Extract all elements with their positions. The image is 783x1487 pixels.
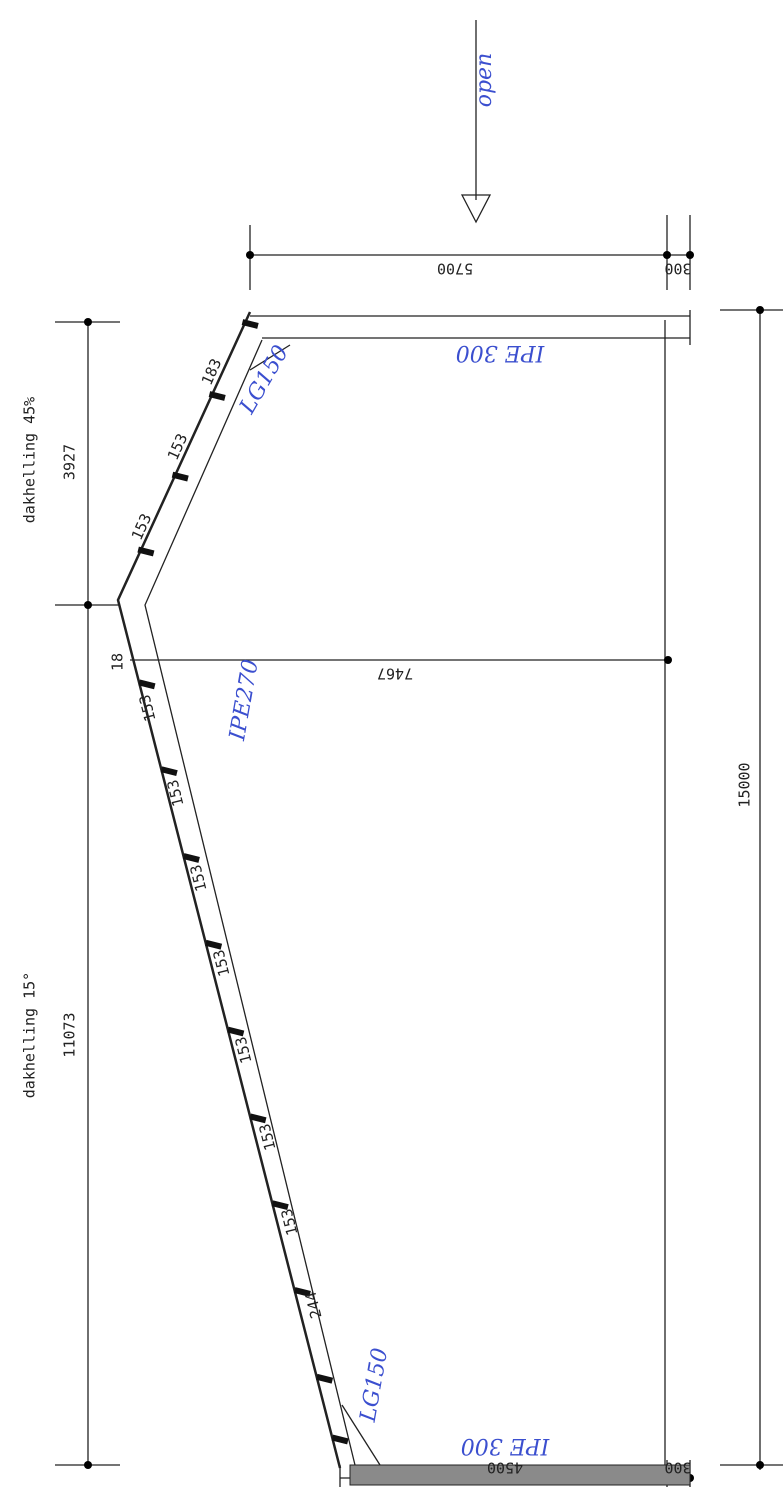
dimension: 3927: [61, 444, 79, 480]
spacing: 153: [136, 693, 160, 724]
slope-label: dakhelling 45%: [21, 397, 39, 523]
spacing: 244: [302, 1290, 326, 1321]
dimension: 11073: [61, 1012, 79, 1057]
spacing: 153: [187, 863, 211, 894]
dimension: 300: [664, 1459, 691, 1477]
profile: IPE270: [225, 658, 264, 744]
dimension: 15000: [736, 762, 754, 807]
dimension: 5700: [437, 260, 473, 278]
spacing: 153: [128, 511, 155, 543]
dimension: 4500: [487, 1459, 523, 1477]
dimension: 7467: [377, 665, 413, 683]
dimension-lines: [55, 20, 783, 1487]
dimension: 18: [109, 653, 127, 671]
spacing: 183: [198, 356, 225, 388]
dimension: 300: [664, 260, 691, 278]
profile: LG150: [356, 1346, 394, 1424]
profile: IPE 300: [456, 340, 546, 365]
labels: open dakhelling 45% dakhelling 15° 3927 …: [21, 53, 754, 1477]
slope-label: dakhelling 15°: [21, 972, 39, 1098]
spacing: 153: [164, 431, 191, 463]
drawing: open dakhelling 45% dakhelling 15° 3927 …: [0, 0, 783, 1487]
spacing: 153: [164, 778, 188, 809]
profile: IPE 300: [461, 1433, 551, 1458]
note: open: [472, 53, 497, 108]
frame: [118, 310, 690, 1485]
